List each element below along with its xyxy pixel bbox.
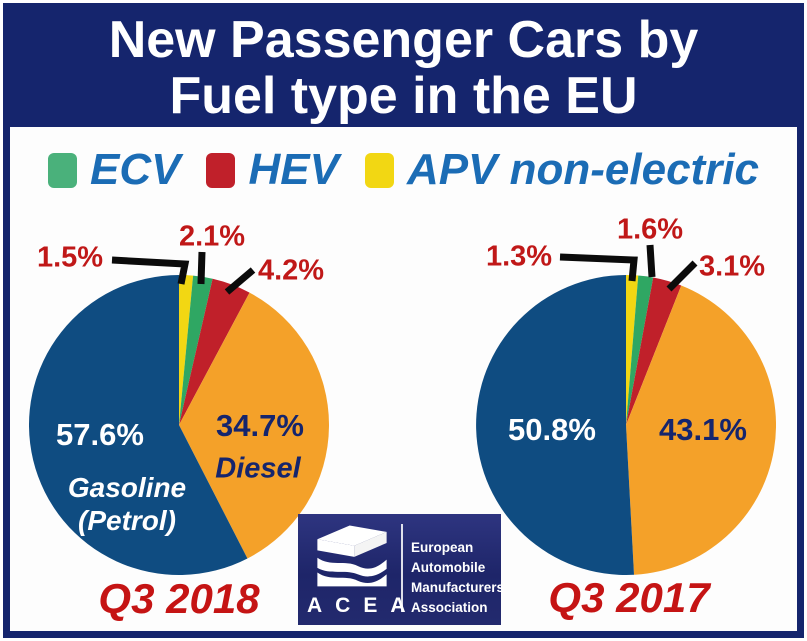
gasoline-line-1: Gasoline [67, 472, 187, 503]
title-line-2: Fuel type in the EU [169, 66, 638, 125]
pie-slice-hev [179, 278, 250, 425]
acea-logo-box: ACEA European Automobile Manufacturers A… [298, 514, 504, 625]
label-2017-gasoline-pct: 50.8% [508, 412, 596, 447]
label-2017-apv-pct: 1.3% [485, 240, 553, 273]
chart-area: ECV HEV APV non-electric [10, 127, 797, 631]
pie-slice-apv-non-electric [626, 275, 639, 425]
hev-color-swatch [206, 152, 236, 188]
pie-chart-q3-2017 [476, 275, 776, 575]
apv-color-swatch [364, 152, 394, 188]
label-2017-diesel-pct: 43.1% [659, 412, 747, 447]
pie-slice-gasoline-petrol- [29, 275, 248, 575]
pie-slice-apv-non-electric [179, 275, 194, 425]
label-2018-gasoline-pct: 57.6% [56, 417, 144, 452]
pie-chart-q3-2018 [29, 275, 329, 575]
acea-org-name: European Automobile Manufacturers Associ… [411, 538, 504, 618]
acea-acronym: ACEA [307, 594, 419, 617]
pie-slice-gasoline-petrol- [476, 275, 635, 575]
label-2017-hev-pct: 3.1% [698, 250, 766, 283]
label-2018-diesel-pct: 34.7% [216, 408, 304, 443]
title-banner: New Passenger Cars by Fuel type in the E… [10, 10, 797, 127]
legend-label-apv: APV non-electric [406, 145, 760, 194]
legend: ECV HEV APV non-electric [10, 145, 797, 195]
label-2017-ecv-pct: 1.6% [616, 213, 684, 246]
label-2018-diesel-name: Diesel [215, 452, 301, 485]
pie-slice-diesel [179, 292, 329, 559]
pie-slice-diesel [626, 285, 776, 575]
title-line-1: New Passenger Cars by [108, 11, 699, 70]
navy-frame: New Passenger Cars by Fuel type in the E… [3, 3, 804, 638]
label-2018-gasoline-name: Gasoline (Petrol) [68, 471, 186, 537]
acea-logo-icon [317, 525, 387, 587]
legend-label-hev: HEV [248, 145, 339, 194]
legend-label-ecv: ECV [89, 145, 181, 194]
acea-org-line-3: Manufacturers [411, 580, 505, 595]
label-2018-ecv-pct: 2.1% [178, 220, 246, 253]
legend-item-ecv: ECV [47, 145, 181, 195]
pie-slice-ecv [179, 275, 213, 425]
label-2018-apv-pct: 1.5% [36, 241, 104, 274]
ecv-color-swatch [47, 152, 77, 188]
acea-org-line-2: Automobile [411, 560, 486, 575]
acea-divider [401, 524, 403, 612]
caption-q3-2017: Q3 2017 [548, 574, 710, 621]
legend-item-hev: HEV [206, 145, 339, 195]
acea-org-line-4: Association [411, 600, 488, 615]
legend-item-apv: APV non-electric [364, 145, 760, 195]
callout-line-2017-ecv [646, 244, 656, 278]
acea-org-line-1: European [411, 540, 474, 555]
pie-slice-hev [626, 277, 682, 425]
label-2018-hev-pct: 4.2% [257, 254, 325, 287]
caption-q3-2018: Q3 2018 [98, 575, 260, 622]
pie-slice-ecv [626, 275, 654, 425]
gasoline-line-2: (Petrol) [77, 505, 176, 536]
